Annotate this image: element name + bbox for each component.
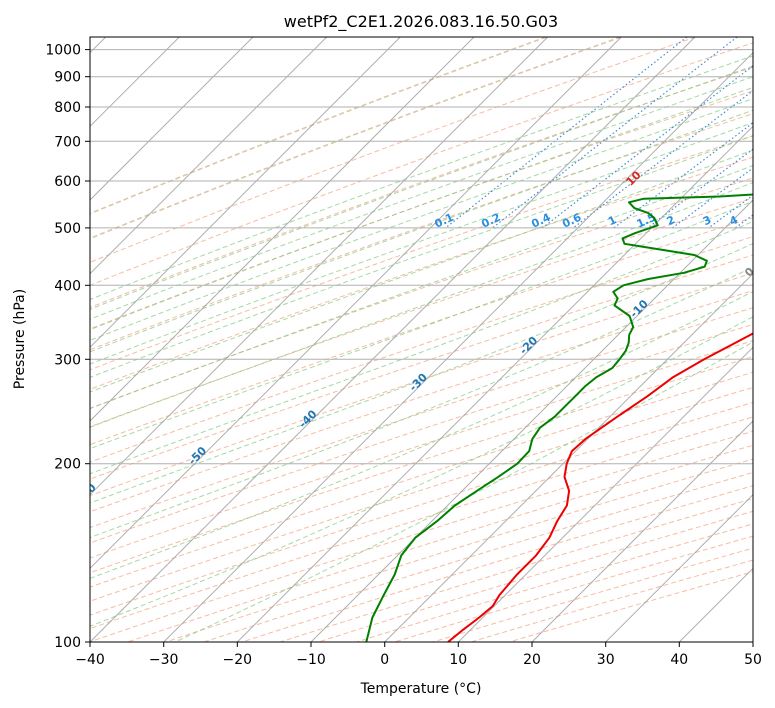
y-tick-label: 800: [54, 100, 81, 116]
dry-adiabat-line: [90, 323, 753, 544]
dry-adiabat-line: [90, 416, 753, 630]
isotherm-line: [605, 493, 753, 642]
y-tick-label: 900: [54, 70, 81, 86]
dry-adiabat-line: [90, 37, 622, 240]
isotherm-line: [163, 51, 753, 642]
y-tick-label: 100: [54, 635, 81, 651]
dry-adiabat-line: [90, 401, 753, 616]
isotherm-label: 0: [742, 265, 757, 280]
dry-adiabat-line: [165, 458, 753, 642]
mixing-ratio-line: [672, 167, 753, 229]
x-tick-label: −40: [75, 652, 105, 668]
y-tick-label: 500: [54, 221, 81, 237]
isotherm-line: [90, 37, 328, 275]
isotherm-line: [90, 37, 475, 422]
x-tick-label: 40: [670, 652, 688, 668]
isotherm-line: [236, 125, 753, 642]
background-lines: [90, 37, 753, 642]
isotherm-line: [90, 37, 401, 349]
y-tick-label: 200: [54, 457, 81, 473]
dry-adiabat-line: [127, 444, 753, 642]
y-axis-label: Pressure (hPa): [12, 289, 28, 389]
axis-ticks: −40 −30 −20 −10 0 10 20 30 40 50 100 200 300 400 500 60…: [45, 43, 762, 668]
moist-adiabat-line: [90, 164, 753, 410]
moist-adiabat-line: [90, 86, 753, 331]
dry-adiabat-line: [90, 236, 753, 463]
moist-adiabat-line: [90, 149, 753, 393]
isotherm-line: [90, 37, 549, 496]
profiles: [365, 193, 753, 642]
moist-adiabat-line: [90, 76, 753, 320]
dry-adiabat-line: [90, 90, 753, 330]
y-tick-label: 600: [54, 174, 81, 190]
isotherm-line: [457, 346, 753, 642]
y-tick-label: 700: [54, 134, 81, 150]
isotherm-line: [531, 420, 753, 642]
dry-adiabat-line: [90, 42, 753, 286]
dry-adiabat-line: [90, 66, 753, 308]
dry-adiabat-line: [90, 340, 753, 559]
y-tick-label: 400: [54, 278, 81, 294]
x-axis-label: Temperature (°C): [360, 681, 482, 697]
isotherm-line: [90, 37, 622, 570]
mixing-ratio-line: [572, 89, 753, 229]
dry-adiabat-line: [318, 510, 753, 642]
moist-adiabat-line: [90, 98, 753, 341]
dry-adiabat-line: [90, 430, 753, 642]
isotherm-label: -60: [76, 481, 99, 504]
x-tick-label: 30: [597, 652, 615, 668]
dewpoint-profile-line: [365, 193, 753, 642]
moist-adiabat-line: [90, 181, 753, 428]
x-tick-label: 0: [380, 652, 389, 668]
isotherm-line: [384, 272, 753, 642]
dry-adiabat-line: [90, 197, 753, 428]
isotherm-line: [90, 37, 254, 201]
y-tick-label: 1000: [45, 43, 81, 59]
isotherm-line: [90, 37, 696, 642]
mixing-ratio-line: [542, 65, 753, 229]
y-tick-label: 300: [54, 352, 81, 368]
x-tick-label: 10: [449, 652, 467, 668]
moist-adiabat-line: [90, 291, 753, 579]
x-tick-label: 50: [744, 652, 762, 668]
x-tick-label: −20: [223, 652, 253, 668]
dry-adiabat-line: [90, 156, 753, 390]
moist-adiabat-line: [90, 200, 753, 450]
plot-frame: [89, 36, 754, 643]
chart-title: wetPf2_C2E1.2026.083.16.50.G03: [284, 12, 558, 32]
moist-adiabat-line: [90, 55, 753, 301]
x-tick-label: −10: [296, 652, 326, 668]
dry-adiabat-line: [90, 113, 753, 351]
dry-adiabat-line: [90, 307, 753, 529]
dry-adiabat-line: [90, 272, 753, 497]
x-tick-label: 20: [523, 652, 541, 668]
dry-adiabat-line: [90, 37, 696, 263]
temperature-profile-line: [447, 332, 753, 642]
dry-adiabat-line: [356, 523, 753, 642]
x-tick-label: −30: [149, 652, 179, 668]
dry-adiabat-line: [394, 535, 753, 642]
